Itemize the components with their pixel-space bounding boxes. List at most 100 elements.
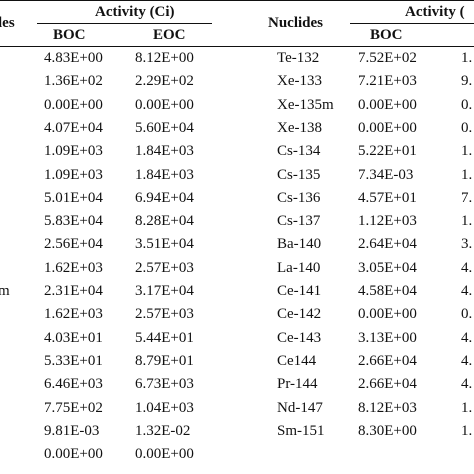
right-nuclide-cell: Ce144	[277, 352, 317, 369]
right-eoc-cell: 4.	[461, 329, 473, 346]
right-boc-cell: 2.66E+04	[358, 376, 417, 393]
left-boc-cell: 6.46E+03	[44, 376, 103, 393]
left-boc-cell: 5.01E+04	[44, 189, 103, 206]
left-boc-cell: 7.75E+02	[44, 399, 103, 416]
right-eoc-cell: 3.	[461, 236, 473, 253]
right-nuclide-cell: Cs-136	[277, 189, 321, 206]
left-eoc-cell: 1.84E+03	[135, 143, 194, 160]
left-eoc-cell: 6.94E+04	[135, 189, 194, 206]
left-eoc-cell: 1.84E+03	[135, 166, 194, 183]
left-boc-cell: 5.33E+01	[44, 352, 103, 369]
left-eoc-cell: 5.60E+04	[135, 119, 194, 136]
left-boc-cell: 0.00E+00	[44, 96, 103, 113]
right-eoc-cell: 4.	[461, 259, 473, 276]
right-eoc-cell: 0.	[461, 119, 473, 136]
left-eoc-cell: 5.44E+01	[135, 329, 194, 346]
left-boc-cell: 5.83E+04	[44, 213, 103, 230]
left-nuclides-header: les	[0, 15, 15, 31]
left-boc-cell: 1.36E+02	[44, 73, 103, 90]
right-boc-cell: 0.00E+00	[358, 306, 417, 323]
right-eoc-cell: 4.	[461, 283, 473, 299]
right-boc-cell: 3.05E+04	[358, 259, 417, 276]
left-boc-cell: 2.31E+04	[44, 283, 103, 299]
top-rule	[0, 0, 474, 1]
right-nuclide-cell: Xe-133	[277, 73, 322, 90]
left-activity-underline	[37, 23, 212, 24]
right-boc-cell: 2.66E+04	[358, 352, 417, 369]
left-eoc-cell: 8.12E+00	[135, 50, 194, 66]
right-boc-cell: 8.12E+03	[358, 399, 417, 416]
right-boc-cell: 1.12E+03	[358, 213, 417, 230]
left-boc-cell: 4.07E+04	[44, 119, 103, 136]
left-eoc-cell: 2.57E+03	[135, 259, 194, 276]
right-boc-cell: 3.13E+00	[358, 329, 417, 346]
right-nuclide-cell: Nd-147	[277, 399, 323, 416]
right-eoc-cell: 0.	[461, 96, 473, 113]
left-eoc-cell: 3.17E+04	[135, 283, 194, 299]
right-boc-cell: 7.34E-03	[358, 166, 414, 183]
right-boc-cell: 0.00E+00	[358, 119, 417, 136]
right-activity-header: Activity (	[405, 4, 465, 20]
right-boc-cell: 4.57E+01	[358, 189, 417, 206]
left-boc-cell: 1.09E+03	[44, 166, 103, 183]
left-boc-cell: 4.83E+00	[44, 50, 103, 66]
left-eoc-cell: 2.57E+03	[135, 306, 194, 323]
left-eoc-cell: 8.28E+04	[135, 213, 194, 230]
right-boc-cell: 8.30E+00	[358, 422, 417, 439]
right-nuclides-header: Nuclides	[268, 15, 324, 31]
right-activity-underline	[350, 23, 474, 24]
left-eoc-cell: 1.04E+03	[135, 399, 194, 416]
left-boc-cell: 2.56E+04	[44, 236, 103, 253]
right-nuclide-cell: Te-132	[277, 50, 320, 66]
right-eoc-cell: 4.	[461, 376, 473, 393]
right-eoc-cell: 0.	[461, 306, 473, 323]
right-nuclide-cell: Sm-151	[277, 422, 325, 439]
right-nuclide-cell: Xe-138	[277, 119, 322, 136]
left-eoc-cell: 0.00E+00	[135, 96, 194, 113]
left-nuclide-cell: m	[0, 283, 10, 299]
right-eoc-cell: 1.	[461, 166, 473, 183]
right-nuclide-cell: Cs-137	[277, 213, 321, 230]
right-nuclide-cell: Ce-142	[277, 306, 322, 323]
right-nuclide-cell: Ce-143	[277, 329, 322, 346]
right-boc-cell: 5.22E+01	[358, 143, 417, 160]
right-nuclide-cell: Pr-144	[277, 376, 318, 393]
right-boc-cell: 7.52E+02	[358, 50, 417, 66]
right-boc-cell: 2.64E+04	[358, 236, 417, 253]
right-nuclide-cell: Ba-140	[277, 236, 322, 253]
right-eoc-cell: 1.	[461, 422, 473, 439]
left-boc-cell: 1.62E+03	[44, 259, 103, 276]
left-boc-cell: 9.81E-03	[44, 422, 100, 439]
right-eoc-cell: 1.	[461, 399, 473, 416]
left-eoc-cell: 6.73E+03	[135, 376, 194, 393]
right-nuclide-cell: Cs-134	[277, 143, 321, 160]
left-eoc-header: EOC	[153, 27, 186, 43]
left-eoc-cell: 0.00E+00	[135, 446, 194, 463]
left-eoc-cell: 8.79E+01	[135, 352, 194, 369]
right-eoc-cell: 1.	[461, 143, 473, 160]
right-boc-cell: 7.21E+03	[358, 73, 417, 90]
left-eoc-cell: 2.29E+02	[135, 73, 194, 90]
left-boc-cell: 0.00E+00	[44, 446, 103, 463]
right-nuclide-cell: Ce-141	[277, 283, 322, 299]
left-eoc-cell: 1.32E-02	[135, 422, 191, 439]
left-eoc-cell: 3.51E+04	[135, 236, 194, 253]
right-nuclide-cell: Cs-135	[277, 166, 321, 183]
left-boc-header: BOC	[53, 27, 86, 43]
right-nuclide-cell: Xe-135m	[277, 96, 334, 113]
header-bottom-rule	[0, 46, 474, 47]
right-eoc-cell: 4.	[461, 352, 473, 369]
right-eoc-cell: 9.	[461, 73, 473, 90]
left-boc-cell: 4.03E+01	[44, 329, 103, 346]
right-boc-cell: 4.58E+04	[358, 283, 417, 299]
right-eoc-cell: 1.	[461, 213, 473, 230]
right-boc-header: BOC	[370, 27, 403, 43]
left-boc-cell: 1.09E+03	[44, 143, 103, 160]
right-nuclide-cell: La-140	[277, 259, 321, 276]
left-boc-cell: 1.62E+03	[44, 306, 103, 323]
left-activity-header: Activity (Ci)	[95, 4, 175, 20]
right-eoc-cell: 1.	[461, 50, 473, 66]
right-eoc-cell: 7.	[461, 189, 473, 206]
right-boc-cell: 0.00E+00	[358, 96, 417, 113]
